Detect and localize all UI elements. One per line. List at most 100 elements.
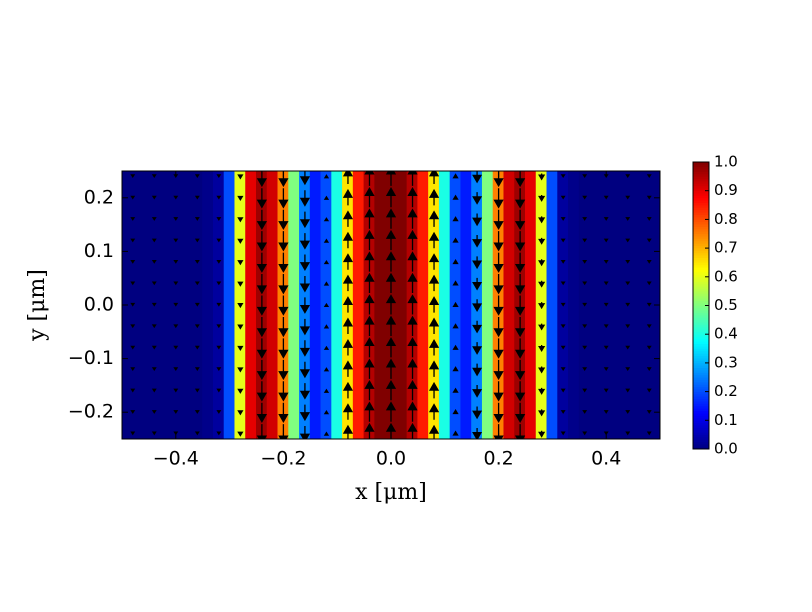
field-arrow: [323, 410, 330, 415]
x-tick-label: −0.4: [153, 448, 199, 470]
field-arrow: [216, 324, 222, 329]
intensity-strip: [632, 171, 645, 439]
colorbar-swatch: [693, 207, 709, 211]
field-arrow: [323, 259, 330, 265]
field-arrow: [538, 387, 546, 395]
x-axis-label: x [μm]: [355, 480, 427, 505]
field-arrow: [514, 171, 526, 188]
colorbar-swatch: [693, 396, 709, 400]
field-arrow: [560, 281, 566, 286]
colorbar-swatch: [693, 176, 709, 180]
field-arrow: [603, 217, 609, 221]
field-arrow: [538, 302, 546, 310]
field-arrow: [472, 363, 483, 377]
field-arrow: [385, 315, 397, 336]
field-arrow: [278, 316, 289, 338]
colorbar-swatch: [693, 214, 709, 218]
colorbar-swatch: [693, 410, 709, 414]
colorbar-swatch: [693, 417, 709, 421]
colorbar-swatch: [693, 415, 709, 419]
field-arrow: [603, 367, 609, 371]
intensity-strip: [481, 171, 494, 439]
colorbar-swatch: [693, 197, 709, 201]
field-arrow: [364, 379, 375, 401]
field-arrow: [472, 171, 483, 184]
colorbar-swatch: [693, 178, 709, 182]
colorbar-swatch: [693, 305, 709, 309]
field-arrow: [452, 301, 459, 307]
colorbar-swatch: [693, 345, 709, 349]
field-arrow: [151, 367, 157, 371]
field-arrow: [603, 302, 609, 307]
field-arrow: [364, 171, 375, 186]
colorbar-swatch: [693, 355, 709, 359]
field-arrow: [472, 385, 483, 398]
field-arrow: [256, 209, 268, 231]
field-arrow: [452, 258, 459, 265]
field-arrow: [646, 302, 652, 307]
field-arrow: [560, 367, 566, 371]
colorbar-swatch: [693, 398, 709, 402]
field-arrow: [130, 388, 136, 393]
colorbar-swatch: [693, 353, 709, 357]
field-arrow: [428, 274, 440, 292]
field-arrow: [342, 188, 354, 206]
colorbar-swatch: [693, 211, 709, 215]
field-arrow: [603, 281, 609, 286]
field-arrow: [407, 229, 418, 251]
field-arrow: [493, 274, 504, 295]
colorbar-swatch: [693, 386, 709, 390]
colorbar-swatch: [693, 254, 709, 258]
intensity-strip: [309, 171, 322, 439]
field-arrow: [493, 209, 504, 231]
field-arrow: [385, 251, 397, 272]
field-arrow: [646, 174, 652, 179]
field-arrow: [407, 401, 418, 422]
colorbar-swatch: [693, 324, 709, 328]
field-arrow: [151, 260, 157, 264]
field-arrow: [342, 403, 354, 420]
field-arrow: [237, 410, 244, 416]
colorbar-swatch: [693, 367, 709, 371]
field-arrow: [151, 388, 157, 393]
field-arrow: [342, 210, 354, 227]
colorbar-swatch: [693, 204, 709, 208]
colorbar-swatch: [693, 391, 709, 395]
field-arrow: [256, 252, 268, 273]
field-arrow: [646, 281, 652, 286]
field-arrow: [538, 409, 546, 417]
field-arrow: [364, 208, 375, 229]
field-arrow: [452, 366, 459, 372]
field-arrow: [364, 358, 375, 379]
colorbar-swatch: [693, 219, 709, 223]
colorbar-swatch: [693, 190, 709, 194]
field-arrow: [323, 345, 330, 350]
colorbar-swatch: [693, 376, 709, 380]
field-arrow: [299, 426, 311, 439]
colorbar-swatch: [693, 314, 709, 318]
field-arrow: [323, 431, 330, 436]
field-arrow: [560, 410, 566, 414]
field-arrow: [428, 296, 440, 313]
field-arrow: [472, 277, 483, 291]
field-arrow: [237, 238, 244, 244]
field-arrow: [646, 217, 652, 221]
field-arrow: [323, 217, 330, 222]
field-arrow: [151, 431, 157, 436]
colorbar-swatch: [693, 420, 709, 423]
colorbar-swatch: [693, 243, 709, 247]
colorbar-swatch: [693, 343, 709, 347]
field-arrow: [582, 302, 588, 307]
field-arrow: [514, 252, 526, 273]
colorbar-swatch: [693, 312, 709, 316]
colorbar-swatch: [693, 185, 709, 189]
field-arrow: [173, 388, 179, 393]
colorbar-swatch: [693, 293, 709, 297]
field-arrow: [278, 381, 289, 402]
colorbar-swatch: [693, 283, 709, 287]
field-arrow: [323, 388, 330, 393]
field-arrow: [256, 171, 268, 188]
field-arrow: [385, 337, 397, 358]
field-arrow: [560, 431, 566, 436]
field-arrow: [364, 315, 375, 336]
